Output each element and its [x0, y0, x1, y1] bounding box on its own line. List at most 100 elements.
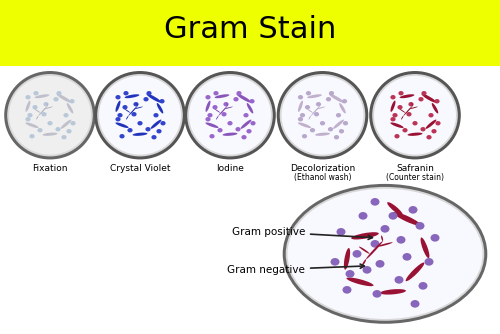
Ellipse shape — [302, 134, 307, 138]
Ellipse shape — [352, 250, 362, 258]
Ellipse shape — [132, 133, 148, 136]
Ellipse shape — [390, 101, 396, 112]
Ellipse shape — [146, 94, 162, 103]
Ellipse shape — [308, 116, 311, 120]
Ellipse shape — [62, 135, 66, 139]
Ellipse shape — [152, 135, 156, 139]
Ellipse shape — [401, 116, 404, 120]
Ellipse shape — [336, 228, 345, 236]
Ellipse shape — [320, 121, 325, 126]
Ellipse shape — [343, 121, 348, 126]
Ellipse shape — [388, 212, 398, 220]
Ellipse shape — [276, 71, 368, 159]
Ellipse shape — [214, 109, 220, 113]
Ellipse shape — [9, 76, 91, 155]
Ellipse shape — [426, 120, 436, 129]
Ellipse shape — [346, 270, 354, 278]
Ellipse shape — [342, 99, 347, 104]
Bar — [0, 0, 500, 66]
Ellipse shape — [244, 113, 248, 118]
Ellipse shape — [398, 91, 404, 96]
Ellipse shape — [160, 121, 166, 126]
Ellipse shape — [307, 94, 322, 98]
Ellipse shape — [434, 99, 440, 104]
Ellipse shape — [228, 121, 232, 126]
Ellipse shape — [402, 253, 411, 261]
Ellipse shape — [400, 109, 406, 113]
Ellipse shape — [432, 129, 436, 134]
Ellipse shape — [374, 76, 456, 155]
Ellipse shape — [26, 95, 30, 100]
Ellipse shape — [326, 97, 331, 102]
Ellipse shape — [120, 134, 124, 138]
Ellipse shape — [390, 117, 396, 122]
Ellipse shape — [246, 103, 254, 114]
Ellipse shape — [319, 103, 320, 106]
Ellipse shape — [329, 91, 334, 96]
Ellipse shape — [38, 106, 48, 116]
Ellipse shape — [97, 74, 183, 156]
Ellipse shape — [328, 127, 333, 132]
Ellipse shape — [218, 128, 222, 133]
Ellipse shape — [136, 103, 138, 106]
Ellipse shape — [236, 127, 240, 132]
Ellipse shape — [214, 94, 230, 98]
Ellipse shape — [424, 258, 434, 266]
Ellipse shape — [42, 133, 58, 136]
Ellipse shape — [420, 127, 426, 132]
Ellipse shape — [150, 120, 162, 129]
Ellipse shape — [116, 101, 120, 112]
Ellipse shape — [56, 94, 72, 103]
Ellipse shape — [184, 71, 276, 159]
Ellipse shape — [250, 99, 254, 104]
Ellipse shape — [34, 109, 40, 113]
Ellipse shape — [128, 128, 132, 133]
Ellipse shape — [359, 246, 370, 254]
Ellipse shape — [160, 99, 164, 104]
Ellipse shape — [34, 91, 38, 96]
Ellipse shape — [410, 107, 418, 109]
Ellipse shape — [189, 76, 271, 155]
Ellipse shape — [372, 290, 382, 298]
Ellipse shape — [66, 129, 71, 134]
Ellipse shape — [362, 266, 372, 274]
Ellipse shape — [390, 123, 404, 128]
Ellipse shape — [314, 112, 319, 117]
Ellipse shape — [311, 106, 320, 116]
Ellipse shape — [146, 91, 152, 96]
Ellipse shape — [306, 91, 311, 96]
Text: Gram Stain: Gram Stain — [164, 14, 336, 43]
Ellipse shape — [298, 95, 303, 100]
Ellipse shape — [408, 102, 414, 107]
Ellipse shape — [206, 95, 210, 100]
Ellipse shape — [381, 235, 383, 241]
Ellipse shape — [300, 113, 305, 118]
Ellipse shape — [369, 71, 461, 159]
Ellipse shape — [418, 97, 424, 102]
Ellipse shape — [305, 105, 310, 110]
Ellipse shape — [224, 107, 233, 109]
Ellipse shape — [250, 121, 256, 126]
Ellipse shape — [118, 113, 122, 118]
Ellipse shape — [394, 212, 420, 226]
Ellipse shape — [286, 187, 484, 321]
Text: Gram positive: Gram positive — [232, 227, 372, 239]
Ellipse shape — [377, 242, 392, 247]
Ellipse shape — [282, 76, 364, 155]
Ellipse shape — [70, 99, 74, 104]
Ellipse shape — [216, 116, 218, 120]
Ellipse shape — [317, 107, 326, 109]
Ellipse shape — [208, 113, 212, 118]
Ellipse shape — [70, 121, 76, 126]
Ellipse shape — [210, 134, 214, 138]
Ellipse shape — [32, 105, 38, 110]
Ellipse shape — [380, 289, 406, 295]
Ellipse shape — [226, 103, 228, 106]
Ellipse shape — [224, 102, 228, 107]
Ellipse shape — [222, 133, 238, 136]
Ellipse shape — [66, 103, 73, 114]
Ellipse shape — [339, 129, 344, 134]
Ellipse shape — [370, 240, 380, 248]
Ellipse shape — [134, 102, 138, 107]
Ellipse shape — [298, 123, 311, 128]
